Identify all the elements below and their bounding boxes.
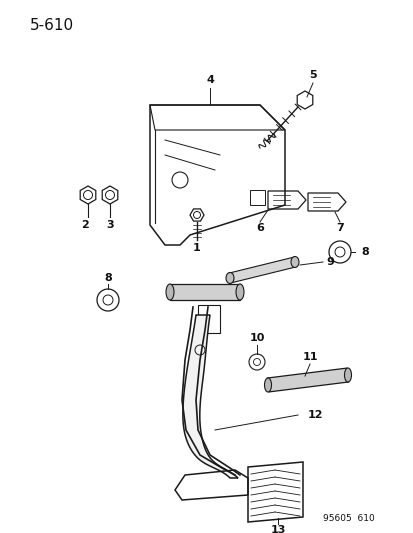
- Text: 5: 5: [309, 70, 316, 80]
- Text: 2: 2: [81, 220, 89, 230]
- Bar: [249, 190, 264, 205]
- Text: 1: 1: [192, 243, 200, 253]
- Ellipse shape: [290, 256, 298, 268]
- Text: 10: 10: [249, 333, 264, 343]
- Text: 13: 13: [270, 525, 285, 533]
- Text: 3: 3: [106, 220, 114, 230]
- Text: 4: 4: [206, 75, 214, 85]
- Ellipse shape: [235, 284, 243, 300]
- Text: 7: 7: [335, 223, 343, 233]
- Text: 8: 8: [360, 247, 368, 257]
- Text: 5-610: 5-610: [30, 18, 74, 33]
- FancyArrow shape: [170, 284, 240, 300]
- Text: 9: 9: [325, 257, 333, 267]
- Text: 11: 11: [301, 352, 317, 362]
- Text: 95605  610: 95605 610: [323, 514, 374, 523]
- FancyArrow shape: [266, 368, 348, 392]
- Ellipse shape: [344, 368, 351, 382]
- Ellipse shape: [225, 272, 233, 284]
- Ellipse shape: [264, 378, 271, 392]
- Ellipse shape: [166, 284, 173, 300]
- Polygon shape: [183, 315, 237, 478]
- Text: 8: 8: [104, 273, 112, 283]
- Bar: [197, 305, 219, 333]
- Text: 6: 6: [256, 223, 263, 233]
- Text: 12: 12: [306, 410, 322, 420]
- FancyArrow shape: [228, 257, 295, 283]
